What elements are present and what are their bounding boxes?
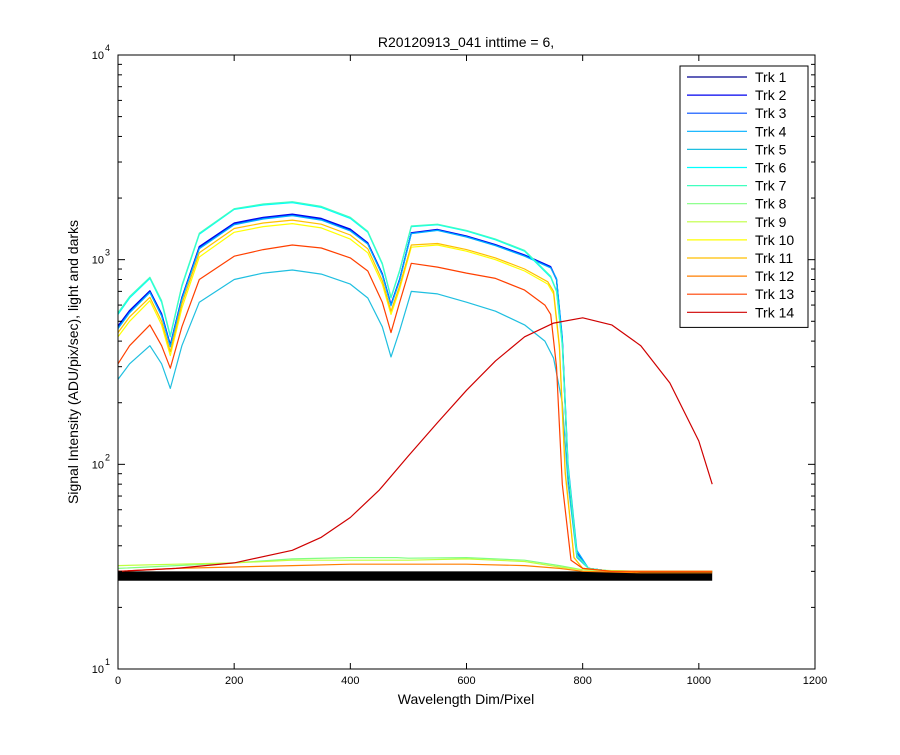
legend-label-6: Trk 6: [755, 160, 787, 176]
legend-label-3: Trk 3: [755, 105, 787, 121]
x-tick-label: 600: [457, 675, 475, 687]
legend-label-10: Trk 10: [755, 232, 794, 248]
legend-label-14: Trk 14: [755, 304, 794, 320]
y-tick-label: 10: [92, 50, 104, 62]
chart-title: R20120913_041 inttime = 6,: [378, 34, 554, 50]
y-tick-exponent: 3: [105, 248, 110, 258]
x-tick-label: 1000: [687, 675, 711, 687]
dark-band: [118, 571, 713, 581]
legend-label-5: Trk 5: [755, 141, 787, 157]
legend-label-11: Trk 11: [755, 250, 793, 266]
x-tick-label: 1200: [803, 675, 827, 687]
series-line-13: [117, 244, 713, 572]
series-line-9: [117, 558, 713, 572]
x-tick-label: 400: [341, 675, 359, 687]
y-tick-label: 10: [92, 664, 104, 676]
y-axis-label: Signal Intensity (ADU/pix/sec), light an…: [65, 220, 81, 504]
series-line-7: [117, 201, 713, 572]
series-layer: [117, 201, 713, 581]
y-tick-exponent: 4: [105, 43, 110, 53]
x-axis-label: Wavelength Dim/Pixel: [398, 691, 534, 707]
x-tick-label: 200: [225, 675, 243, 687]
series-line-12: [117, 563, 713, 574]
series-line-11: [117, 219, 713, 572]
x-axis: 0 200 400 600 800 1000 1200: [115, 55, 827, 687]
legend-label-13: Trk 13: [755, 286, 794, 302]
legend-label-9: Trk 9: [755, 214, 787, 230]
legend-label-1: Trk 1: [755, 69, 787, 85]
series-line-5: [117, 269, 713, 572]
legend: Trk 1 Trk 2 Trk 3 Trk 4 Trk 5 Trk 6 Trk 7 Trk 8…: [679, 65, 809, 328]
y-tick-label: 10: [92, 255, 104, 267]
y-tick-exponent: 1: [105, 657, 110, 667]
legend-label-2: Trk 2: [755, 87, 787, 103]
series-line-14: [117, 317, 713, 572]
legend-label-8: Trk 8: [755, 196, 787, 212]
legend-label-12: Trk 12: [755, 268, 794, 284]
x-tick-label: 0: [115, 675, 121, 687]
legend-label-7: Trk 7: [755, 178, 787, 194]
y-tick-label: 10: [92, 459, 104, 471]
y-tick-exponent: 2: [105, 452, 110, 462]
x-tick-label: 800: [573, 675, 591, 687]
legend-box: [679, 65, 809, 328]
legend-label-4: Trk 4: [755, 123, 787, 139]
